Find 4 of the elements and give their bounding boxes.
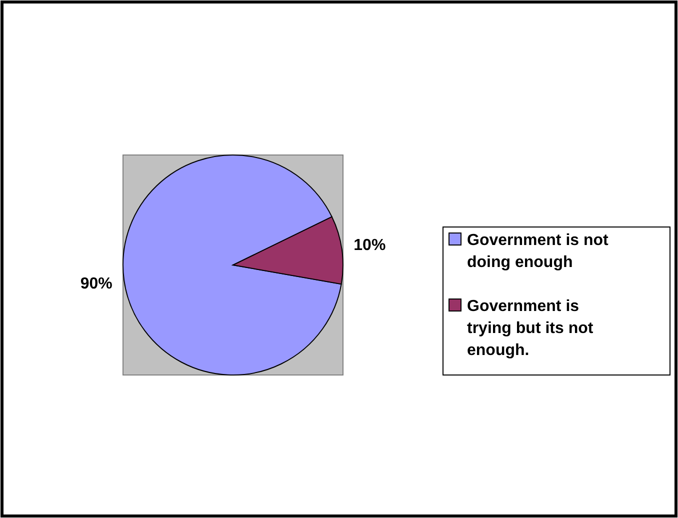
- data-label: 90%: [80, 275, 112, 292]
- legend-label: Government is trying but its not enough.: [467, 298, 594, 359]
- legend-label: Government is not doing enough: [467, 232, 610, 271]
- data-label: 10%: [354, 237, 386, 254]
